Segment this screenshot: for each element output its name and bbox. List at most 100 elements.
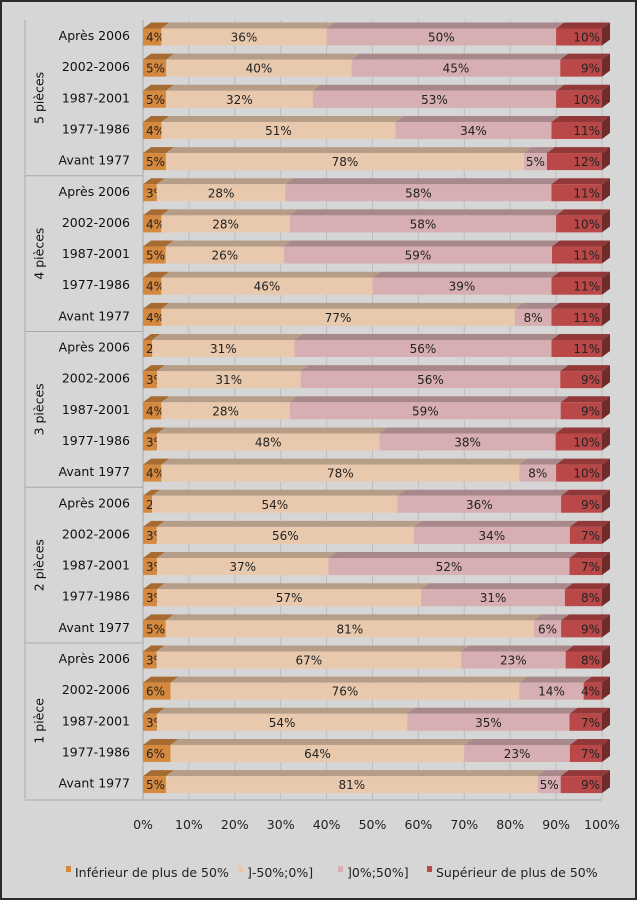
bar-side [602,645,610,669]
bar-segment [170,682,520,700]
data-label: 6% [538,622,557,636]
bar-segment [569,713,602,731]
bar-segment-top [395,115,560,122]
bar-segment-top [421,583,573,590]
data-label: 4% [146,124,165,138]
bar-segment-top [143,209,170,216]
data-label: 48% [255,435,282,449]
category-label: 1987-2001 [62,90,130,105]
bar-segment [143,308,162,326]
x-tick-label: 10% [175,817,203,832]
bar-segment-top [564,583,610,590]
bar-segment [161,277,373,295]
bar-segment [551,277,602,295]
category-label: Après 2006 [59,28,130,43]
bar-segment-top [156,707,416,714]
bar-segment [165,90,313,108]
bar-segment-top [569,552,610,559]
bar-segment [161,308,515,326]
bar-segment [143,59,167,77]
data-label: 5% [146,249,165,263]
data-label: 5% [146,62,165,76]
bar-segment-top [551,302,610,309]
data-label: 5% [146,155,165,169]
data-label: 7% [581,529,600,543]
bar-segment [514,308,552,326]
bar-segment [551,121,602,139]
data-label: 11% [573,342,600,356]
category-label: 1977-1986 [62,121,130,136]
bar-segment-top [285,178,560,185]
bar-segment-top [289,209,565,216]
bar-segment-top [464,738,578,745]
data-label: 5% [146,622,165,636]
data-label: 8% [581,654,600,668]
bar-segment [351,59,561,77]
bar-segment [143,682,171,700]
data-label: 5% [146,93,165,107]
bar-side [602,365,610,389]
bar-segment [143,589,157,607]
bar-segment [560,776,602,794]
bar-segment [143,651,157,669]
bar-segment-top [583,676,610,683]
bar-side [602,178,610,202]
data-label: 38% [454,435,481,449]
group-label: 2 pièces [32,539,47,591]
group-label: 5 pièces [32,72,47,124]
bar-side [602,427,610,451]
bar-segment-top [143,147,174,154]
data-label: 76% [332,685,359,699]
data-label: 8% [528,467,547,481]
bar-segment [569,558,602,576]
bar-segment-top [165,240,292,247]
bar-segment-top [156,552,337,559]
bar-segment [143,495,153,513]
x-tick-label: 80% [496,817,524,832]
data-label: 59% [405,249,432,263]
bar-segment [143,340,153,357]
bar-side [602,302,610,326]
category-label: 2002-2006 [62,526,130,541]
bar-segment [166,59,352,77]
bar-side [602,271,610,295]
data-label: 9% [581,622,600,636]
bar-segment [407,713,570,731]
bar-segment-top [170,738,473,745]
bar-segment [165,246,284,264]
bar-segment-top [165,84,321,91]
data-label: 10% [573,31,600,45]
bar-segment-top [166,53,360,60]
data-label: 11% [573,311,600,325]
data-label: 28% [212,217,239,231]
bar-segment [143,371,157,389]
bar-segment-top [312,84,565,91]
bar-segment-top [569,520,610,527]
bar-segment-top [561,489,610,496]
bar-segment [565,651,602,669]
bar-segment-top [156,178,294,185]
bar-segment-top [143,22,170,29]
bar-segment-top [156,645,470,652]
data-label: 59% [412,404,439,418]
data-label: 5% [146,778,165,792]
bar-segment-top [523,147,555,154]
bar-segment-top [556,209,610,216]
bar-segment-top [161,209,298,216]
legend-swatch [338,866,343,872]
data-label: 9% [581,404,600,418]
category-label: Après 2006 [59,340,130,355]
bar-segment-top [289,396,569,403]
bar-segment [552,246,602,264]
data-label: 81% [339,778,366,792]
bar-side [602,676,610,700]
x-tick-label: 0% [133,817,153,832]
data-label: 46% [254,280,281,294]
category-label: Avant 1977 [59,464,130,479]
bar-segment [143,277,162,295]
bar-segment-top [519,676,592,683]
bar-segment [143,558,157,576]
data-label: 31% [210,342,237,356]
bar-segment [560,371,602,389]
data-label: 78% [332,155,359,169]
